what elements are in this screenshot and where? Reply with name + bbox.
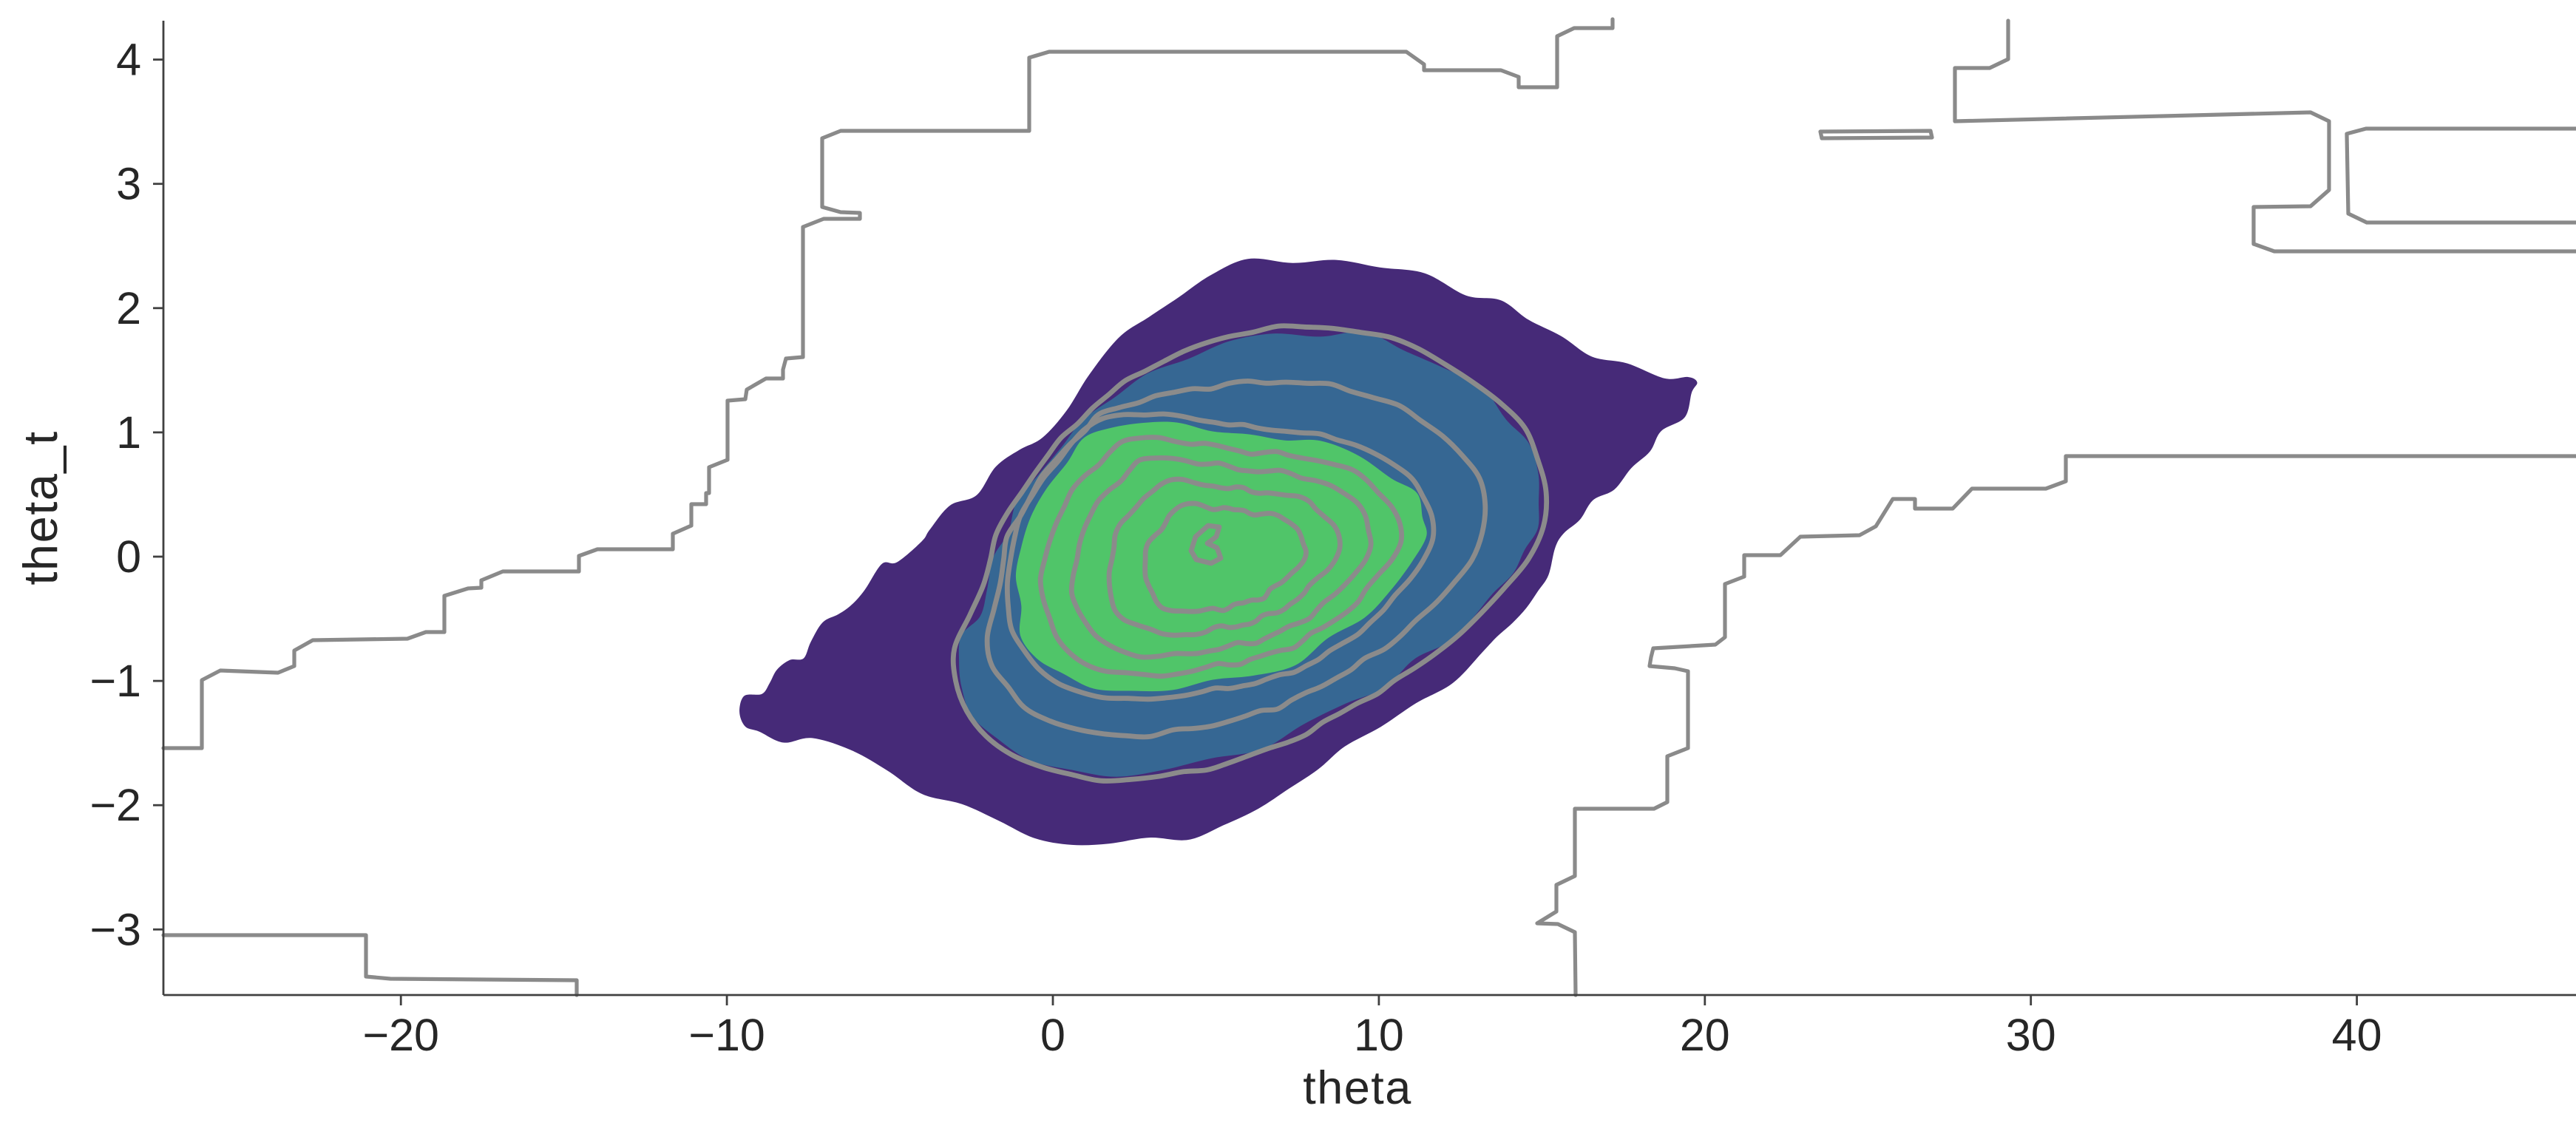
svg-text:20: 20 — [1680, 1010, 1730, 1060]
svg-text:2: 2 — [116, 283, 141, 333]
svg-text:theta: theta — [1303, 1062, 1412, 1114]
svg-text:theta_t: theta_t — [13, 430, 67, 585]
svg-text:30: 30 — [2006, 1010, 2056, 1060]
svg-text:−20: −20 — [362, 1010, 438, 1060]
svg-text:−3: −3 — [89, 904, 141, 954]
svg-text:−10: −10 — [688, 1010, 765, 1060]
svg-text:40: 40 — [2332, 1010, 2382, 1060]
svg-text:0: 0 — [116, 532, 141, 582]
svg-text:−1: −1 — [89, 656, 141, 706]
svg-text:0: 0 — [1040, 1010, 1065, 1060]
svg-text:3: 3 — [116, 159, 141, 209]
svg-text:10: 10 — [1354, 1010, 1404, 1060]
svg-text:4: 4 — [116, 35, 141, 85]
svg-text:−2: −2 — [89, 780, 141, 830]
svg-text:1: 1 — [116, 407, 141, 458]
